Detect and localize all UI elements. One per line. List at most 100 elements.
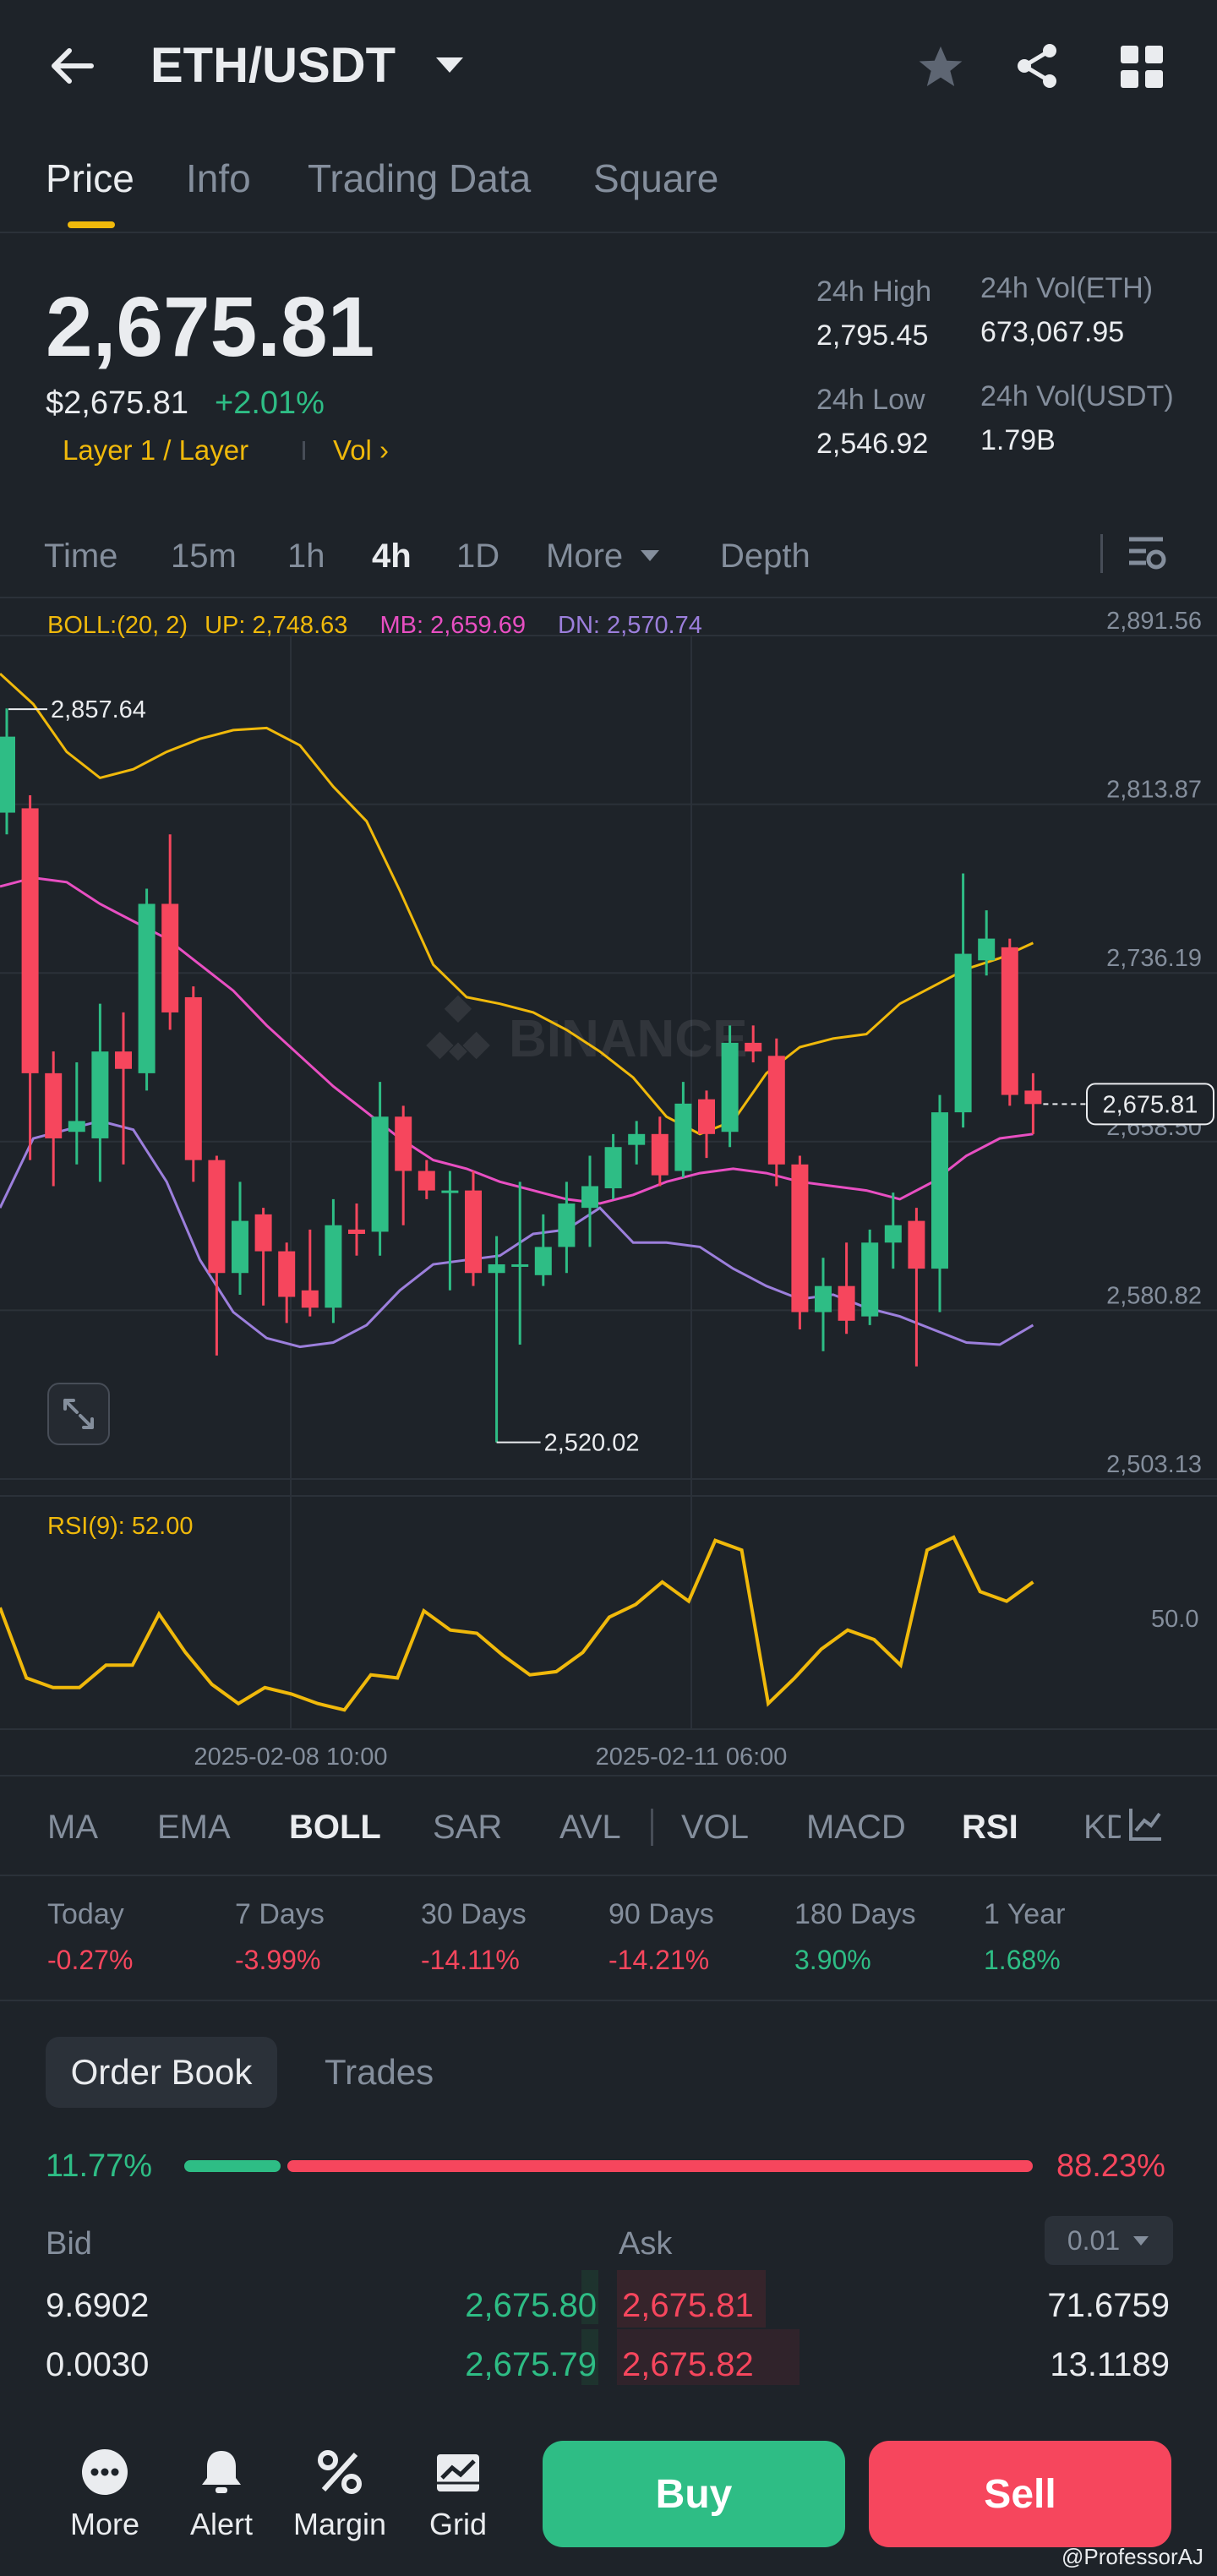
- candle-body: [558, 1203, 576, 1247]
- chevron-down-icon[interactable]: [433, 52, 467, 82]
- back-icon[interactable]: [47, 41, 98, 91]
- candle-body: [254, 1214, 272, 1252]
- ask-price[interactable]: 2,675.82: [622, 2346, 754, 2383]
- tab-order-book[interactable]: Order Book: [46, 2037, 277, 2108]
- tab-square[interactable]: Square: [593, 156, 719, 200]
- indicator-settings-icon[interactable]: [1127, 1805, 1165, 1847]
- candle-body: [208, 1160, 226, 1274]
- pair-title[interactable]: ETH/USDT: [150, 38, 396, 93]
- candle-body: [348, 1229, 365, 1235]
- perf-1y: 1 Year 1.68%: [984, 1898, 1065, 1976]
- tf-15m[interactable]: 15m: [171, 538, 237, 575]
- price-chart[interactable]: BINANCE 2,891.562,813.872,736.192,658.50…: [0, 597, 1217, 1776]
- nav-grid[interactable]: Grid: [416, 2448, 500, 2542]
- bid-qty[interactable]: 0.0030: [46, 2346, 150, 2383]
- candle-body: [91, 1051, 109, 1138]
- candle-body: [68, 1121, 85, 1132]
- performance-row: Today -0.27% 7 Days -3.99% 30 Days -14.1…: [47, 1898, 1180, 2000]
- perf-value: -3.99%: [235, 1945, 321, 1975]
- candle-body: [651, 1133, 669, 1176]
- ind-boll[interactable]: BOLL: [289, 1809, 381, 1846]
- expand-chart-button[interactable]: [47, 1383, 110, 1445]
- candle-body: [745, 1042, 762, 1052]
- ind-sar[interactable]: SAR: [433, 1809, 503, 1846]
- perf-label: 90 Days: [608, 1898, 714, 1930]
- chart-settings-icon[interactable]: [1126, 534, 1168, 577]
- candle-body: [45, 1072, 63, 1138]
- tab-trades[interactable]: Trades: [325, 2052, 434, 2092]
- max-price-label: 2,857.64: [51, 696, 146, 723]
- category-tag[interactable]: Layer 1 / Layer: [63, 434, 249, 466]
- star-icon[interactable]: [916, 42, 965, 96]
- vol-link[interactable]: Vol ›: [333, 434, 390, 466]
- ind-ema[interactable]: EMA: [157, 1809, 231, 1846]
- bid-depth-bar: [581, 2270, 598, 2324]
- vol-eth-value: 673,067.95: [980, 316, 1125, 348]
- tf-1d[interactable]: 1D: [456, 538, 500, 575]
- boll-lower-line: [0, 1119, 1034, 1349]
- candle-body: [534, 1247, 552, 1275]
- sell-button[interactable]: Sell: [869, 2441, 1171, 2547]
- tab-active-indicator: [68, 221, 115, 228]
- low-value: 2,546.92: [816, 428, 929, 460]
- ind-ma[interactable]: MA: [47, 1809, 98, 1846]
- tab-info[interactable]: Info: [186, 156, 251, 200]
- bid-price[interactable]: 2,675.79: [465, 2346, 597, 2383]
- bid-depth-bar: [581, 2329, 598, 2385]
- bid-ask-ratio-bar: [184, 2160, 1033, 2172]
- ind-macd[interactable]: MACD: [806, 1809, 906, 1846]
- last-price-label: 2,675.81: [1103, 1091, 1198, 1118]
- rsi-title: RSI(9): 52.00: [47, 1513, 194, 1540]
- candle-body: [581, 1186, 598, 1209]
- tf-more[interactable]: More: [546, 538, 624, 575]
- ind-rsi[interactable]: RSI: [962, 1809, 1018, 1846]
- buy-button[interactable]: Buy: [543, 2441, 845, 2547]
- usd-price: $2,675.81: [46, 385, 189, 421]
- ask-qty[interactable]: 71.6759: [1047, 2287, 1170, 2324]
- tf-4h[interactable]: 4h: [372, 538, 412, 575]
- nav-margin[interactable]: Margin: [289, 2448, 390, 2542]
- candle-body: [395, 1116, 412, 1171]
- ask-depth-bar: [617, 2329, 800, 2385]
- candle-body: [138, 903, 156, 1073]
- vol-eth-label: 24h Vol(ETH): [980, 272, 1154, 304]
- nav-alert[interactable]: Alert: [179, 2448, 264, 2542]
- bid-qty[interactable]: 9.6902: [46, 2287, 150, 2324]
- nav-more[interactable]: More: [63, 2448, 147, 2542]
- candle-body: [604, 1147, 622, 1189]
- ind-avl[interactable]: AVL: [559, 1809, 621, 1846]
- y-tick-label: 2,736.19: [1106, 945, 1202, 972]
- tab-trading-data[interactable]: Trading Data: [308, 156, 532, 200]
- precision-select[interactable]: 0.01: [1045, 2216, 1173, 2265]
- perf-180d: 180 Days 3.90%: [794, 1898, 916, 1976]
- candle-body: [815, 1285, 832, 1313]
- tf-depth[interactable]: Depth: [720, 538, 810, 575]
- candle-body: [767, 1056, 785, 1165]
- y-tick-label: 2,891.56: [1106, 608, 1202, 635]
- ask-header: Ask: [619, 2226, 673, 2262]
- tab-price[interactable]: Price: [46, 156, 134, 200]
- ask-qty[interactable]: 13.1189: [1050, 2346, 1170, 2383]
- perf-value: -14.11%: [421, 1945, 520, 1975]
- ask-price[interactable]: 2,675.81: [622, 2287, 754, 2324]
- grid-menu-icon[interactable]: [1119, 44, 1165, 94]
- bid-header: Bid: [46, 2226, 92, 2262]
- ind-kd[interactable]: KD: [1083, 1809, 1121, 1846]
- candle-body: [232, 1220, 248, 1274]
- chevron-down-icon: [1133, 2236, 1149, 2246]
- perf-today: Today -0.27%: [47, 1898, 133, 1976]
- bid-bar: [184, 2160, 281, 2172]
- perf-90d: 90 Days -14.21%: [608, 1898, 714, 1976]
- candle-body: [488, 1263, 505, 1274]
- bid-price[interactable]: 2,675.80: [465, 2287, 597, 2324]
- candle-body: [0, 736, 15, 813]
- last-price: 2,675.81: [46, 280, 375, 374]
- tf-1h[interactable]: 1h: [287, 538, 325, 575]
- candle-body: [278, 1251, 296, 1297]
- share-icon[interactable]: [1012, 41, 1063, 96]
- ind-kd-clip: KD: [1083, 1804, 1121, 1851]
- ind-vol[interactable]: VOL: [681, 1809, 750, 1846]
- tf-time[interactable]: Time: [44, 538, 118, 575]
- vol-usdt-value: 1.79B: [980, 424, 1056, 456]
- perf-value: -0.27%: [47, 1945, 134, 1975]
